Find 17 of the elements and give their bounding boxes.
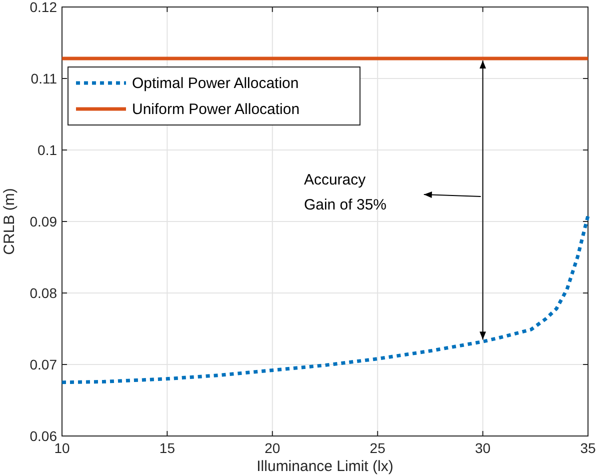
- legend-label: Optimal Power Allocation: [132, 75, 299, 92]
- x-tick-label: 25: [370, 440, 386, 456]
- y-tick-label: 0.08: [30, 285, 58, 301]
- y-tick-label: 0.1: [38, 142, 58, 158]
- line-series: [60, 214, 590, 384]
- legend-label: Uniform Power Allocation: [132, 101, 300, 118]
- annotation: Accuracy Gain of 35%: [304, 171, 387, 214]
- y-tick-label: 0.09: [30, 214, 58, 230]
- y-tick-label: 0.11: [30, 70, 58, 86]
- x-tick-label: 35: [580, 440, 596, 456]
- x-tick-label: 20: [264, 440, 280, 456]
- x-tick-label: 30: [475, 440, 491, 456]
- y-axis-title: CRLB (m): [1, 188, 18, 255]
- x-axis-title: Illuminance Limit (lx): [256, 458, 394, 475]
- x-tick-label: 15: [159, 440, 176, 456]
- y-tick-label: 0.07: [30, 356, 58, 372]
- y-tick-label: 0.12: [30, 0, 58, 15]
